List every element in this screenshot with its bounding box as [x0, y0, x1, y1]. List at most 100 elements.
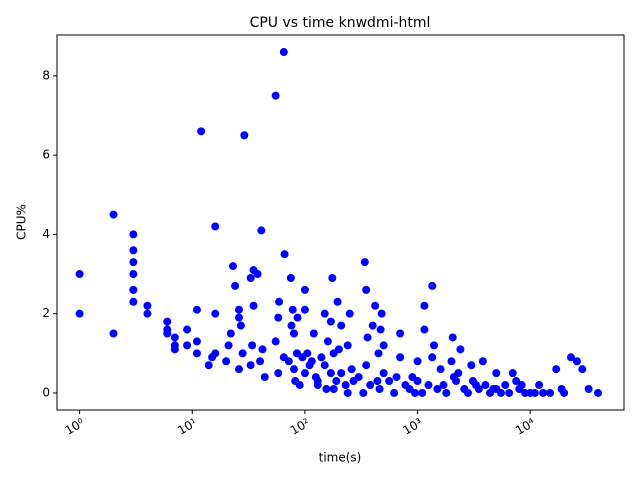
point: [240, 131, 249, 140]
point: [539, 388, 548, 397]
point: [447, 357, 456, 366]
point: [368, 321, 377, 330]
point: [359, 388, 368, 397]
point: [288, 305, 297, 314]
point: [300, 369, 309, 378]
point: [379, 369, 388, 378]
point: [349, 377, 358, 386]
point: [501, 381, 510, 390]
point: [418, 388, 427, 397]
point: [170, 345, 179, 354]
y-axis-label: CPU%: [15, 204, 29, 240]
point: [183, 325, 192, 334]
point: [143, 301, 152, 310]
point: [129, 230, 138, 239]
point: [305, 361, 314, 370]
point: [428, 353, 437, 362]
point: [430, 341, 439, 350]
point: [235, 365, 244, 374]
point: [253, 270, 262, 279]
point: [552, 365, 561, 374]
point: [129, 285, 138, 294]
point: [257, 226, 266, 235]
point: [298, 353, 307, 362]
point: [343, 341, 352, 350]
point: [572, 357, 581, 366]
point: [256, 357, 265, 366]
point: [229, 262, 238, 271]
point: [392, 373, 401, 382]
point: [328, 273, 337, 282]
point: [332, 377, 341, 386]
point: [489, 384, 498, 393]
point: [183, 341, 192, 350]
point: [258, 345, 267, 354]
point: [442, 388, 451, 397]
point: [343, 388, 352, 397]
point: [478, 357, 487, 366]
point: [238, 349, 247, 358]
point: [271, 91, 280, 100]
point: [322, 384, 331, 393]
y-tick-label: 8: [42, 68, 50, 82]
point: [594, 388, 603, 397]
point: [535, 381, 544, 390]
point: [420, 325, 429, 334]
point: [456, 345, 465, 354]
point: [390, 388, 399, 397]
point: [385, 377, 394, 386]
point: [295, 381, 304, 390]
point: [526, 388, 535, 397]
point: [337, 369, 346, 378]
point: [333, 297, 342, 306]
point: [508, 369, 517, 378]
point: [231, 281, 240, 290]
point: [371, 301, 380, 310]
plot-frame: [56, 34, 625, 411]
point: [362, 361, 371, 370]
point: [249, 301, 258, 310]
point: [286, 273, 295, 282]
point: [408, 373, 417, 382]
point: [300, 305, 309, 314]
point: [329, 384, 338, 393]
point: [454, 369, 463, 378]
point: [208, 353, 217, 362]
point: [211, 222, 220, 231]
point: [347, 365, 356, 374]
point: [467, 361, 476, 370]
point: [496, 388, 505, 397]
point: [192, 337, 201, 346]
point: [246, 273, 255, 282]
point: [428, 281, 437, 290]
point: [492, 369, 501, 378]
y-tick-label: 0: [42, 385, 50, 399]
point: [235, 305, 244, 314]
point: [170, 333, 179, 342]
point: [248, 341, 257, 350]
point: [345, 309, 354, 318]
point: [260, 373, 269, 382]
point: [129, 270, 138, 279]
point: [271, 337, 280, 346]
point: [463, 388, 472, 397]
point: [396, 329, 405, 338]
point: [163, 329, 172, 338]
point: [289, 329, 298, 338]
point: [546, 388, 555, 397]
chart-title: CPU vs time knwdmi-html: [250, 15, 431, 31]
point: [376, 325, 385, 334]
point: [341, 381, 350, 390]
point: [578, 365, 587, 374]
point: [274, 313, 283, 322]
point: [129, 258, 138, 267]
x-axis-label: time(s): [319, 451, 362, 465]
point: [374, 349, 383, 358]
point: [326, 317, 335, 326]
point: [129, 297, 138, 306]
point: [439, 381, 448, 390]
point: [363, 333, 372, 342]
point: [515, 384, 524, 393]
point: [323, 337, 332, 346]
